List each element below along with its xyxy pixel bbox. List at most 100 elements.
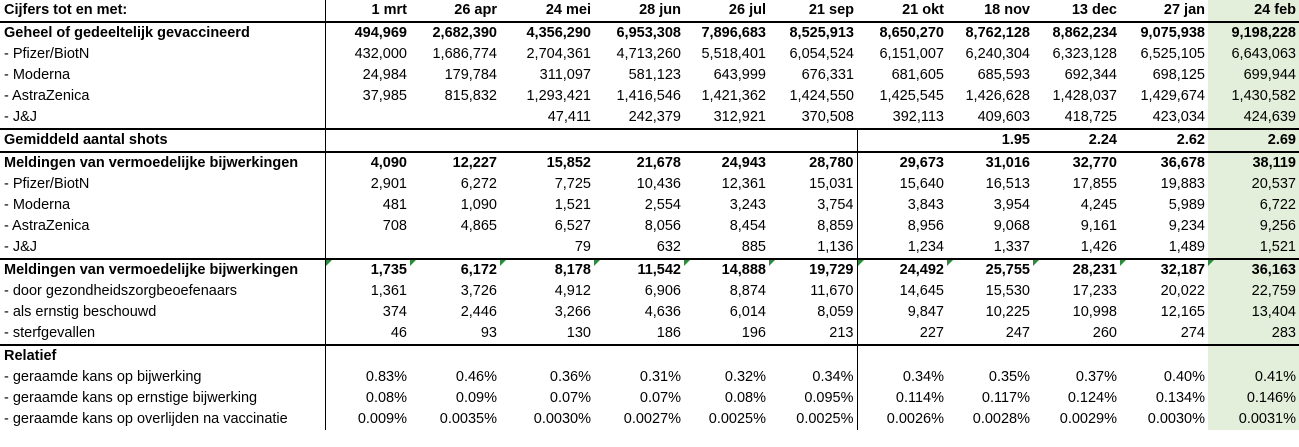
value-cell[interactable]: 0.31% [639,369,681,385]
value-cell[interactable]: 8,956 [907,218,944,234]
value-cell[interactable]: 8,874 [729,283,766,299]
value-cell[interactable]: 2,446 [460,304,497,320]
row-label-cell[interactable]: - Pfizer/BiotN [0,174,326,195]
value-cell[interactable]: 3,266 [554,304,591,320]
value-cell[interactable]: 0.0030% [533,411,591,427]
value-cell[interactable]: 196 [741,325,766,341]
value-cell[interactable]: 0.34% [769,367,858,388]
row-label-cell[interactable]: Meldingen van vermoedelijke bijwerkingen [0,258,326,281]
column-header-cell[interactable]: 24 feb [1208,0,1299,23]
value-cell[interactable]: 0.009% [357,411,407,427]
value-cell[interactable] [410,128,500,152]
value-cell[interactable]: 7,725 [554,176,591,192]
value-cell[interactable]: 28,780 [769,151,858,174]
column-header-cell[interactable]: 18 nov [947,0,1033,23]
value-cell[interactable]: 15,852 [500,151,594,174]
value-cell[interactable]: 3,954 [993,197,1030,213]
value-cell[interactable] [684,344,769,367]
value-cell[interactable]: 312,921 [713,109,766,125]
value-cell[interactable]: 5,518,401 [701,46,766,62]
value-cell[interactable]: 24,984 [362,67,407,83]
value-cell[interactable]: 1,426 [1080,239,1117,255]
value-cell[interactable]: 9,075,938 [1140,25,1205,41]
row-label-cell[interactable]: - Pfizer/BiotN [0,44,326,65]
value-cell[interactable]: 1,234 [907,239,944,255]
value-cell[interactable] [410,237,500,259]
value-cell[interactable]: 7,896,683 [701,25,766,41]
value-cell[interactable]: 681,605 [891,67,944,83]
value-cell[interactable]: 10,436 [636,176,681,192]
value-cell[interactable]: 4,636 [644,304,681,320]
value-cell[interactable]: 130 [566,325,591,341]
value-cell[interactable]: 374 [382,304,407,320]
value-cell[interactable]: 0.0025% [769,409,858,430]
row-label-cell[interactable]: - Moderna [0,65,326,86]
value-cell[interactable]: 274 [1180,325,1205,341]
value-cell[interactable]: 6,906 [644,283,681,299]
value-cell[interactable]: 581,123 [628,67,681,83]
row-label-cell[interactable]: Relatief [0,344,326,367]
row-label-cell[interactable]: - door gezondheidszorgbeoefenaars [0,281,326,302]
value-cell[interactable]: 815,832 [444,88,497,104]
value-cell[interactable]: 2,682,390 [432,25,497,41]
value-cell[interactable]: 6,527 [554,218,591,234]
value-cell[interactable]: 11,542 [594,258,684,281]
value-cell[interactable]: 11,670 [769,281,858,302]
value-cell[interactable]: 2.62 [1120,128,1208,152]
value-cell[interactable]: 3,843 [907,197,944,213]
value-cell[interactable]: 20,537 [1208,174,1299,195]
value-cell[interactable]: 0.0035% [439,411,497,427]
value-cell[interactable]: 36,678 [1120,151,1208,174]
value-cell[interactable] [325,237,410,259]
value-cell[interactable]: 8,178 [500,258,594,281]
value-cell[interactable]: 1,416,546 [616,88,681,104]
value-cell[interactable]: 14,888 [684,258,769,281]
value-cell[interactable]: 432,000 [354,46,407,62]
row-label-cell[interactable]: - geraamde kans op overlijden na vaccina… [0,409,326,430]
value-cell[interactable]: 247 [1005,325,1030,341]
value-cell[interactable]: 6,953,308 [616,25,681,41]
value-cell[interactable]: 6,323,128 [1052,46,1117,62]
value-cell[interactable]: 13,404 [1208,302,1299,323]
value-cell[interactable]: 0.07% [639,390,681,406]
value-cell[interactable]: 4,912 [554,283,591,299]
value-cell[interactable]: 699,944 [1208,65,1299,86]
value-cell[interactable]: 418,725 [1064,109,1117,125]
value-cell[interactable]: 12,227 [410,151,500,174]
value-cell[interactable]: 16,513 [985,176,1030,192]
value-cell[interactable]: 79 [574,239,591,255]
value-cell[interactable]: 6,643,063 [1208,44,1299,65]
value-cell[interactable]: 10,998 [1072,304,1117,320]
value-cell[interactable]: 1,735 [325,258,410,281]
value-cell[interactable]: 46 [390,325,407,341]
value-cell[interactable]: 6,014 [729,304,766,320]
value-cell[interactable]: 0.08% [365,390,407,406]
value-cell[interactable]: 19,883 [1160,176,1205,192]
value-cell[interactable]: 0.36% [549,369,591,385]
value-cell[interactable]: 6,054,524 [789,46,854,62]
value-cell[interactable]: 0.0031% [1208,409,1299,430]
value-cell[interactable]: 25,755 [947,258,1033,281]
value-cell[interactable] [684,128,769,152]
value-cell[interactable]: 0.0026% [886,411,944,427]
value-cell[interactable]: 0.0025% [708,411,766,427]
row-label-cell[interactable]: - Moderna [0,195,326,216]
value-cell[interactable] [500,344,594,367]
value-cell[interactable]: 29,673 [857,151,947,174]
value-cell[interactable]: 1,090 [460,197,497,213]
value-cell[interactable]: 2,554 [644,197,681,213]
value-cell[interactable]: 28,231 [1033,258,1120,281]
value-cell[interactable]: 0.0027% [623,411,681,427]
row-label-cell[interactable]: - als ernstig beschouwd [0,302,326,323]
value-cell[interactable]: 213 [769,323,858,345]
column-header-cell[interactable]: 1 mrt [325,0,410,23]
value-cell[interactable]: 494,969 [354,25,407,41]
row-label-cell[interactable]: - AstraZenica [0,216,326,237]
value-cell[interactable]: 885 [741,239,766,255]
value-cell[interactable]: 423,034 [1152,109,1205,125]
value-cell[interactable]: 9,198,228 [1208,22,1299,44]
value-cell[interactable]: 8,862,234 [1052,25,1117,41]
value-cell[interactable] [769,344,858,367]
value-cell[interactable]: 676,331 [801,67,854,83]
value-cell[interactable]: 8,762,128 [965,25,1030,41]
